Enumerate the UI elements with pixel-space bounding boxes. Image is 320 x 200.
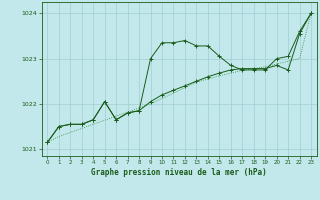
X-axis label: Graphe pression niveau de la mer (hPa): Graphe pression niveau de la mer (hPa)	[91, 168, 267, 177]
